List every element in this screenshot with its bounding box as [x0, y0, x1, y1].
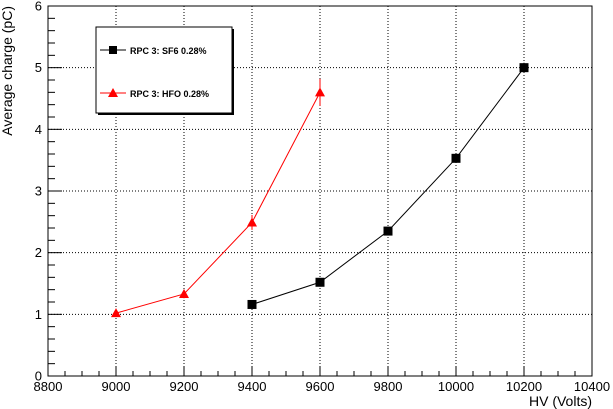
y-tick-label: 0 [35, 369, 42, 384]
x-tick-label: 10200 [506, 379, 542, 394]
data-point [179, 288, 189, 298]
legend-shadow-right [232, 29, 234, 115]
x-axis-title: HV (Volts) [529, 393, 592, 409]
y-tick-label: 6 [35, 0, 42, 14]
y-tick-label: 3 [35, 184, 42, 199]
x-tick-label: 9200 [170, 379, 199, 394]
data-point [383, 226, 393, 236]
y-tick-label: 5 [35, 60, 42, 75]
legend-marker-sf6 [109, 46, 117, 54]
data-point [315, 277, 325, 287]
data-point [519, 63, 529, 73]
data-point [315, 87, 325, 97]
data-point [451, 153, 461, 163]
data-point [111, 308, 121, 318]
legend-label-sf6: RPC 3: SF6 0.28% [130, 46, 207, 56]
x-tick-label: 10000 [438, 379, 474, 394]
legend-shadow-bottom [98, 113, 234, 115]
data-point [247, 217, 257, 227]
x-tick-label: 9400 [238, 379, 267, 394]
y-axis-title: Average charge (pC) [0, 6, 15, 136]
series-0 [247, 62, 529, 309]
y-tick-label: 4 [35, 122, 42, 137]
x-tick-label: 9800 [374, 379, 403, 394]
x-tick-label: 10400 [574, 379, 610, 394]
legend-box [95, 26, 233, 114]
legend: RPC 3: SF6 0.28% RPC 3: HFO 0.28% [95, 26, 234, 115]
x-tick-label: 8800 [34, 379, 63, 394]
axis-ticks: 8800 9000 9200 9400 9600 9800 10000 10200 10400 0… [34, 0, 611, 394]
y-tick-label: 1 [35, 307, 42, 322]
data-point [247, 299, 257, 309]
x-tick-label: 9600 [306, 379, 335, 394]
legend-label-hfo: RPC 3: HFO 0.28% [130, 89, 209, 99]
series-line [115, 92, 321, 314]
x-tick-label: 9000 [102, 379, 131, 394]
series-1 [111, 78, 325, 318]
grid [48, 6, 592, 376]
legend-marker-hfo [108, 88, 118, 97]
series-layer [111, 62, 529, 318]
y-tick-label: 2 [35, 245, 42, 260]
